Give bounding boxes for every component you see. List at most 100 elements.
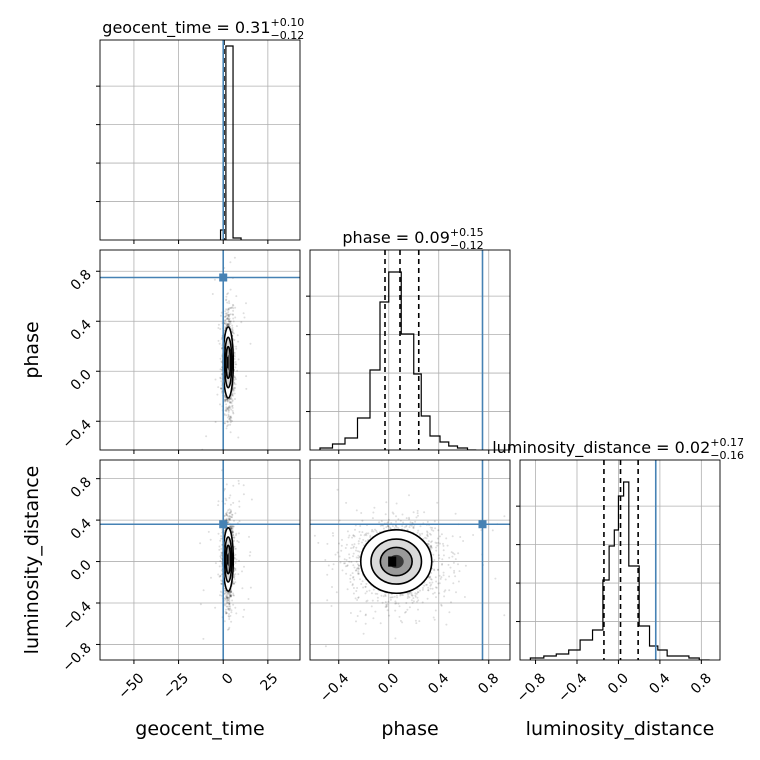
hist-phase-grid: [310, 250, 510, 450]
scatter-point: [229, 320, 232, 323]
scatter-point: [357, 566, 360, 569]
scatter-point: [228, 399, 230, 402]
scatter-point: [224, 497, 227, 500]
scatter-point: [228, 320, 230, 323]
scatter-point: [352, 587, 355, 589]
ytick-label-luminosity_distance: 0.8: [68, 474, 95, 501]
scatter-point: [230, 417, 233, 419]
scatter-point: [227, 413, 230, 416]
scatter-point: [410, 599, 413, 602]
scatter-point: [228, 602, 231, 605]
scatter-point: [352, 576, 354, 579]
scatter-point: [491, 529, 494, 532]
scatter-point: [233, 386, 236, 389]
scatter-point: [384, 595, 387, 597]
scatter-point: [408, 526, 411, 529]
scatter-point: [442, 574, 445, 577]
scatter-point: [238, 559, 240, 562]
scatter-point: [225, 324, 228, 327]
scatter-point: [228, 407, 231, 410]
hist-geocent_time-title-minus: −0.12: [271, 29, 305, 42]
scatter-point: [202, 637, 205, 640]
scatter-point: [233, 567, 236, 570]
scatter-point: [372, 588, 375, 591]
scatter-point: [218, 575, 221, 578]
scatter-point: [452, 561, 455, 564]
scatter-point: [406, 597, 409, 599]
scatter-point: [256, 557, 258, 559]
scatter-point: [228, 525, 231, 528]
scatter-point: [227, 313, 230, 316]
scatter-point: [225, 295, 228, 298]
scatter-point: [352, 555, 354, 558]
scatter-point: [448, 589, 451, 592]
scatter-point: [349, 574, 352, 577]
scatter-point: [237, 482, 240, 485]
scatter-point: [440, 533, 443, 536]
scatter-point: [399, 594, 402, 597]
scatter-point: [408, 518, 411, 521]
scatter-point: [367, 532, 370, 535]
scatter-point: [223, 592, 226, 595]
scatter-point: [334, 553, 337, 556]
scatter-point: [228, 518, 231, 521]
scatter-point: [422, 587, 424, 589]
scatter-point: [225, 414, 228, 417]
scatter-point: [227, 292, 230, 295]
scatter-point: [358, 567, 360, 570]
scatter-point: [235, 325, 238, 328]
scatter-point: [228, 418, 231, 421]
scatter-point: [530, 655, 532, 657]
xtick-label-luminosity_distance: 0.8: [688, 670, 715, 697]
scatter-point: [225, 600, 228, 602]
scatter-point: [218, 565, 221, 568]
scatter-point: [228, 323, 231, 326]
scatter-point: [226, 398, 229, 401]
scatter-point: [227, 314, 230, 317]
title-name: luminosity_distance: [492, 438, 651, 458]
title-name: geocent_time: [102, 18, 211, 38]
scatter-point: [442, 549, 445, 552]
scatter-point: [417, 529, 420, 532]
x-axis-label-geocent_time: geocent_time: [135, 718, 264, 740]
scatter-point: [225, 407, 228, 410]
scatter-point: [353, 566, 356, 569]
scatter-point: [233, 557, 236, 560]
scatter-point: [428, 581, 431, 584]
scatter-point: [416, 509, 419, 512]
scatter-point: [231, 530, 234, 533]
scatter-point: [232, 594, 235, 597]
scatter-point: [503, 614, 506, 617]
scatter-point: [234, 567, 237, 570]
scatter-point: [218, 548, 221, 551]
scatter-point: [228, 302, 231, 305]
scatter-point: [214, 378, 217, 381]
scatter-point: [229, 517, 231, 520]
scatter-point: [227, 323, 230, 326]
scatter-point: [417, 599, 420, 602]
scatter-point: [431, 526, 434, 529]
scatter-point: [233, 256, 236, 259]
scatter-point: [231, 303, 234, 306]
scatter-point: [356, 563, 359, 566]
scatter-point: [228, 508, 231, 511]
scatter-point: [228, 401, 231, 404]
scatter-point: [229, 423, 232, 426]
scatter-point: [458, 570, 461, 573]
scatter-point: [427, 535, 429, 538]
scatter-point: [233, 378, 236, 381]
scatter-point: [416, 591, 419, 594]
scatter-point: [408, 596, 411, 599]
scatter-point: [355, 560, 358, 563]
scatter-point: [352, 534, 355, 537]
scatter-point: [429, 576, 432, 579]
scatter-point: [353, 543, 356, 546]
scatter-point: [437, 541, 440, 544]
scatter-point: [378, 521, 381, 524]
scatter-point: [440, 603, 443, 606]
density-geocent_time-luminosity_distance-grid: [100, 460, 300, 660]
scatter-point: [225, 312, 228, 315]
scatter-point: [228, 317, 231, 320]
scatter-point: [429, 526, 432, 529]
scatter-point: [228, 608, 231, 611]
